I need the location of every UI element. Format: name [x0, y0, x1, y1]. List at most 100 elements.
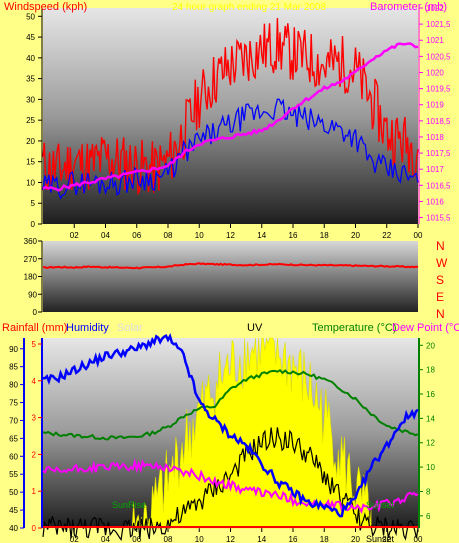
dir-left-tick-label: 0 [33, 308, 38, 317]
wind-x-tick-label: 20 [351, 231, 360, 240]
baro-right-tick-label: 1019 [426, 101, 444, 110]
compass-label: W [436, 256, 448, 270]
temp-x-tick-label: 16 [289, 535, 298, 543]
temp-tick-label: 18 [426, 366, 435, 375]
humidity-tick-label: 65 [9, 434, 18, 443]
wind-left-tick-label: 35 [26, 75, 35, 84]
humidity-tick-label: 60 [9, 452, 18, 461]
temp-x-tick-label: 00 [414, 535, 423, 543]
wind-x-tick-label: 22 [382, 231, 391, 240]
wind-left-tick-label: 20 [26, 137, 35, 146]
temp-x-tick-label: 04 [101, 535, 110, 543]
compass-label: S [436, 273, 444, 287]
series-solar [128, 337, 372, 529]
humidity-tick-label: 50 [9, 488, 18, 497]
baro-right-tick-label: 1020,5 [426, 52, 451, 61]
temp-x-tick-label: 06 [132, 535, 141, 543]
humidity-tick-label: 40 [9, 524, 18, 533]
title-barometer: Barometer (mb) [370, 1, 447, 13]
humidity-tick-label: 90 [9, 345, 18, 354]
wind-left-tick-label: 10 [26, 178, 35, 187]
title-rainfall: Rainfall (mm) [2, 322, 67, 334]
title-24h: 24 hour graph ending 21 Mar 2008 [172, 2, 326, 13]
compass-label: E [436, 290, 444, 304]
sunset-label: Sunset [366, 500, 395, 510]
dir-left-tick-label: 360 [24, 237, 38, 246]
temp-tick-label: 6 [426, 512, 431, 521]
wind-x-tick-label: 10 [195, 231, 204, 240]
rain-tick-label: 3 [32, 414, 37, 423]
temp-x-tick-label: 18 [320, 535, 329, 543]
rain-tick-label: 2 [32, 450, 37, 459]
baro-right-tick-label: 1016,5 [426, 181, 451, 190]
wind-left-tick-label: 5 [31, 199, 36, 208]
humidity-tick-label: 55 [9, 470, 18, 479]
rain-tick-label: 0 [32, 524, 37, 533]
baro-right-tick-label: 1017 [426, 165, 444, 174]
series-gust [42, 98, 419, 200]
baro-right-tick-label: 1020 [426, 68, 444, 77]
wind-x-tick-label: 00 [414, 231, 423, 240]
x-end-sunset: Sunset [366, 534, 395, 543]
temp-tick-label: 10 [426, 463, 435, 472]
baro-right-tick-label: 1017,5 [426, 149, 451, 158]
dir-left-tick-label: 270 [24, 255, 38, 264]
dir-left-tick-label: 180 [24, 273, 38, 282]
series-temperature [42, 368, 419, 441]
temp-tick-label: 12 [426, 439, 435, 448]
temp-x-tick-label: 12 [226, 535, 235, 543]
baro-right-tick-label: 1019,5 [426, 85, 451, 94]
humidity-tick-label: 70 [9, 416, 18, 425]
temp-x-tick-label: 14 [257, 535, 266, 543]
direction-panel-bg [43, 241, 418, 312]
wind-x-tick-label: 14 [257, 231, 266, 240]
series-humidity [42, 332, 419, 518]
wind-x-tick-label: 08 [164, 231, 173, 240]
title-uv: UV [247, 322, 263, 334]
wind-left-tick-label: 15 [26, 158, 35, 167]
wind-x-tick-label: 18 [320, 231, 329, 240]
wind-left-tick-label: 0 [31, 220, 36, 229]
humidity-tick-label: 85 [9, 363, 18, 372]
series-windspeed [42, 17, 419, 196]
title-windspeed: Windspeed (kph) [4, 1, 87, 13]
baro-right-tick-label: 1021 [426, 36, 444, 45]
title-humidity: Humidity [66, 322, 109, 334]
temp-x-tick-label: 20 [351, 535, 360, 543]
wind-x-tick-label: 06 [132, 231, 141, 240]
wind-left-tick-label: 45 [26, 33, 35, 42]
title-dewpoint: Dew Point (°C) [392, 322, 459, 334]
wind-left-tick-label: 25 [26, 116, 35, 125]
temp-x-tick-label: 10 [195, 535, 204, 543]
wind-left-tick-label: 40 [26, 54, 35, 63]
humidity-tick-label: 45 [9, 506, 18, 515]
wind-x-tick-label: 16 [289, 231, 298, 240]
series-uv [42, 427, 419, 542]
series-dewpoint [42, 458, 419, 514]
baro-right-tick-label: 1015,5 [426, 214, 451, 223]
dir-left-tick-label: 90 [28, 290, 37, 299]
sunrise-label: SunRise [112, 500, 146, 510]
compass-label: N [436, 239, 445, 253]
wind-panel-bg [43, 8, 418, 224]
temp-tick-label: 8 [426, 487, 431, 496]
baro-right-tick-label: 1018 [426, 133, 444, 142]
baro-right-tick-label: 1022 [426, 4, 444, 13]
rain-tick-label: 1 [32, 487, 37, 496]
temp-x-tick-label: 02 [70, 535, 79, 543]
series-direction [42, 262, 419, 270]
rain-tick-label: 5 [32, 340, 37, 349]
title-temperature: Temperature (°C) [312, 322, 396, 334]
wind-x-tick-label: 04 [101, 231, 110, 240]
temp-tick-label: 16 [426, 390, 435, 399]
temp-tick-label: 20 [426, 341, 435, 350]
temp-x-tick-label: 22 [382, 535, 391, 543]
baro-right-tick-label: 1021,5 [426, 20, 451, 29]
humidity-tick-label: 75 [9, 399, 18, 408]
wind-left-tick-label: 50 [26, 12, 35, 21]
baro-right-tick-label: 1016 [426, 197, 444, 206]
wind-x-tick-label: 02 [70, 231, 79, 240]
wind-left-tick-label: 30 [26, 95, 35, 104]
humidity-tick-label: 80 [9, 381, 18, 390]
